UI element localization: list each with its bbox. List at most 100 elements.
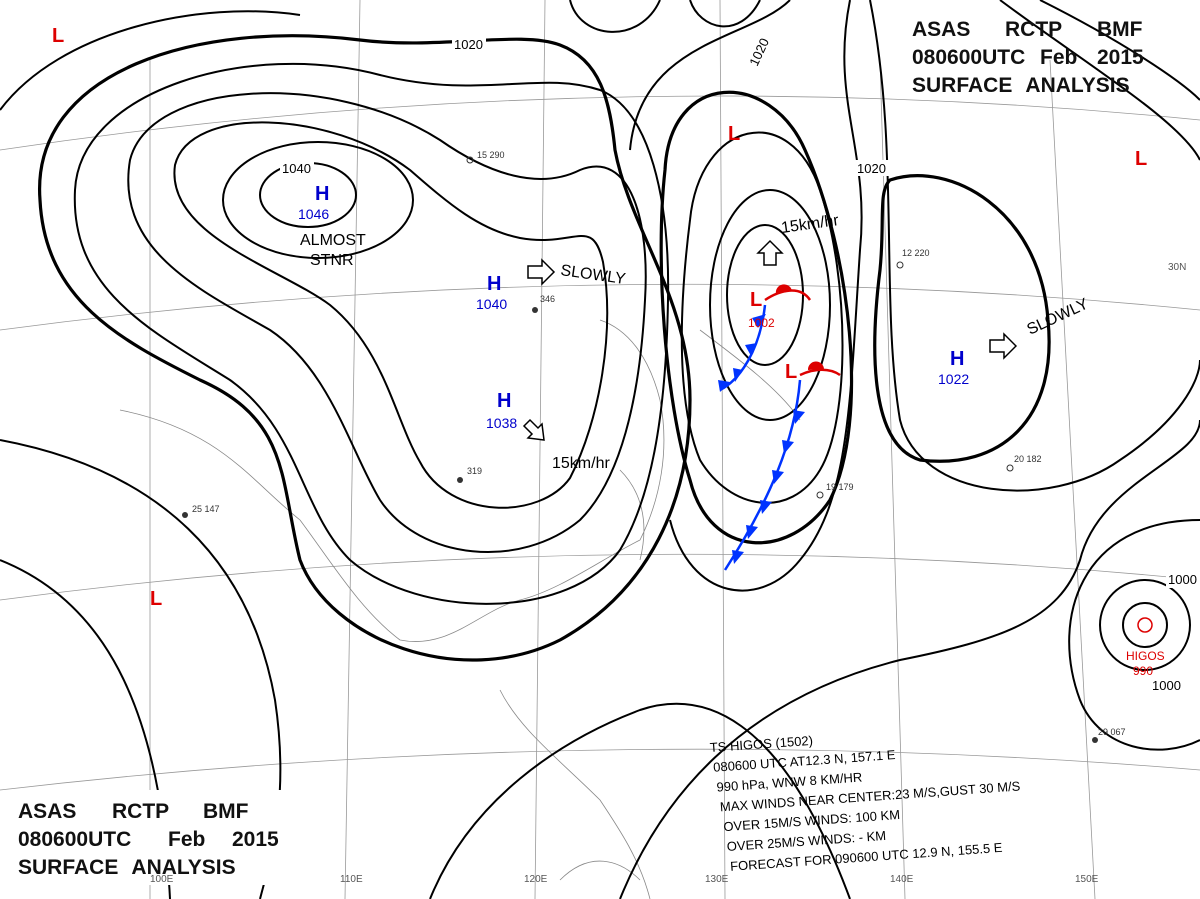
header-top: ASAS RCTP BMF 080600UTC Feb 2015 SURFACE… [912,18,1144,97]
low-mark: L [728,123,740,145]
center-pressure: 1038 [486,415,517,431]
front-semicircles [775,284,824,370]
low-mark: L [1135,148,1147,170]
low-mark: L [52,25,64,47]
pressure-centers: H 1046 H 1040 H 1038 L 1002 H 1022 HIGOS… [298,183,1165,678]
label-backdrop [1150,678,1184,694]
arrow [527,258,556,286]
motion-label: 15km/hr [552,455,610,472]
isobar [1122,602,1168,648]
header-line: SURFACE ANALYSIS [18,856,236,879]
header-word: 080600UTC [18,828,131,851]
header-word: BMF [203,800,249,823]
station [1006,464,1014,472]
header-word: ASAS [18,800,76,823]
motion-label: STNR [310,252,354,269]
arrow [522,418,545,441]
isobar [173,121,609,509]
isobar-label: 1000 [1152,678,1181,693]
info-line: TS HIGOS (1502) [709,733,813,755]
center-pressure: 990 [1133,664,1153,678]
station [1092,737,1098,743]
station-text: 25 147 [192,504,220,514]
header-word: 2015 [1097,46,1144,69]
station-text: 20 182 [1014,454,1042,464]
isobar [127,92,647,554]
motion-label: ALMOST [300,232,366,249]
grid-label: 120E [524,874,548,885]
isobar [1068,519,1200,751]
station [532,307,538,313]
center-symbol: H [315,183,329,205]
isobar [222,141,414,259]
station-plots: 15 290 346 319 12 220 25 147 19 179 20 1… [182,150,1126,743]
label-backdrop [855,160,889,176]
center-symbol: H [487,273,501,295]
station-text: 15 290 [477,150,505,160]
center-pressure: 1022 [938,371,969,387]
label-backdrop [452,36,486,52]
grid-label: 150E [1075,874,1099,885]
header-bottom: ASAS RCTP BMF 080600UTC Feb 2015 SURFACE… [10,790,300,885]
parallels [0,95,1200,791]
station [816,491,824,499]
isobar [709,189,831,421]
header-line: SURFACE ANALYSIS [912,74,1130,97]
isobar [1099,579,1191,671]
header-word: Feb [168,828,205,851]
label-backdrop [1166,572,1200,588]
arrow [989,332,1018,360]
warm-front [764,284,841,377]
isobar [429,0,1200,899]
isobar-label: 1020 [857,161,886,176]
grid-label: 130E [705,874,729,885]
station [466,156,474,164]
grid-label: 140E [890,874,914,885]
grid-labels: 100E 110E 120E 130E 140E 150E 30N [150,262,1186,885]
low-mark: L [785,361,797,383]
center-pressure: 1040 [476,296,507,312]
center-symbol: H [950,348,964,370]
isobar [629,0,863,592]
station-text: 346 [540,294,555,304]
grid-label: 110E [340,874,363,885]
isobar [680,131,844,504]
isobar [38,34,692,662]
low-marks: L L L L L [52,25,1147,610]
center-pressure: 1046 [298,206,329,222]
meridians [149,0,1096,899]
station [896,261,904,269]
motion-arrows [522,239,1018,441]
arrow [756,239,784,266]
low-mark: L [150,588,162,610]
station-text: 29 067 [1098,727,1126,737]
header-backdrop [10,790,300,885]
isobar [73,62,670,605]
label-backdrop [280,160,314,176]
isobar [869,0,1200,492]
center-pressure: 1002 [748,316,775,330]
center-symbol: L [750,289,762,311]
typhoon-symbol [1137,617,1153,633]
station [457,477,463,483]
header-word: RCTP [1005,18,1062,41]
isobar-label: 1020 [454,37,483,52]
center-symbol: H [497,390,511,412]
header-word: Feb [1040,46,1077,69]
isobar-label: 1000 [1168,572,1197,587]
grid-label: 30N [1168,262,1186,273]
isobar-label: 1040 [282,161,311,176]
header-word: 2015 [232,828,279,851]
header-word: BMF [1097,18,1143,41]
storm-name: HIGOS [1126,649,1165,663]
station-text: 19 179 [826,482,854,492]
cold-front [718,304,805,571]
grid-label: 100E [150,874,174,885]
header-word: ASAS [912,18,970,41]
station [182,512,188,518]
header-word: RCTP [112,800,169,823]
station-text: 12 220 [902,248,930,258]
